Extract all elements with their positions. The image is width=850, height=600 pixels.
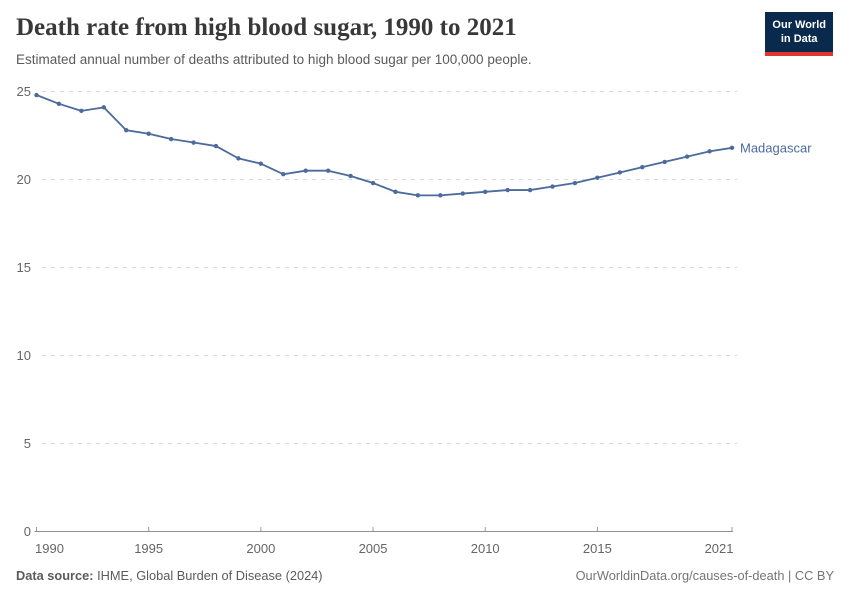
chart-footer: Data source: IHME, Global Burden of Dise… (16, 568, 834, 583)
data-point[interactable] (79, 108, 84, 114)
data-point[interactable] (595, 175, 600, 180)
data-point[interactable] (483, 189, 488, 195)
y-tick-label: 25 (17, 84, 31, 99)
chart-line[interactable] (36, 94, 733, 197)
data-point[interactable] (640, 164, 645, 170)
data-point[interactable] (684, 154, 690, 159)
data-point[interactable] (213, 143, 219, 149)
data-point[interactable] (707, 149, 712, 154)
data-point[interactable] (258, 161, 264, 166)
x-tick-label: 1995 (134, 541, 163, 556)
x-tick-label: 2005 (359, 541, 388, 556)
chart-subtitle: Estimated annual number of deaths attrib… (16, 52, 532, 67)
x-tick-label: 1990 (35, 541, 64, 556)
data-point[interactable] (168, 136, 174, 142)
attribution-link[interactable]: OurWorldinData.org/causes-of-death | CC … (575, 568, 834, 583)
y-tick-label: 20 (17, 172, 31, 187)
data-point[interactable] (527, 187, 533, 193)
y-tick-label: 15 (17, 260, 31, 275)
data-point[interactable] (393, 189, 398, 195)
line-chart[interactable]: 0 5 10 15 20 25 1990 1995 2000 2005 2010 2015 2021 Ma… (0, 80, 850, 560)
owid-logo: Our World in Data (765, 12, 833, 56)
data-point[interactable] (56, 101, 62, 107)
data-point[interactable] (550, 184, 555, 189)
data-point[interactable] (415, 193, 421, 198)
data-point[interactable] (348, 173, 353, 179)
data-point[interactable] (191, 140, 196, 145)
data-point[interactable] (146, 131, 151, 136)
data-point[interactable] (572, 180, 578, 186)
page-title: Death rate from high blood sugar, 1990 t… (16, 14, 517, 41)
data-point[interactable] (34, 92, 39, 98)
x-tick-label: 2000 (246, 541, 275, 556)
x-tick-label: 2021 (705, 541, 734, 556)
data-source-label: Data source: (16, 568, 94, 583)
data-point[interactable] (303, 168, 308, 173)
data-point[interactable] (101, 105, 107, 110)
data-point[interactable] (236, 156, 241, 161)
data-source: Data source: IHME, Global Burden of Dise… (16, 568, 323, 583)
data-point[interactable] (662, 159, 667, 165)
data-point[interactable] (460, 191, 465, 196)
owid-logo-line2: in Data (780, 33, 818, 46)
data-source-value: IHME, Global Burden of Disease (2024) (93, 568, 323, 583)
x-tick-label: 2015 (583, 541, 612, 556)
data-point[interactable] (370, 180, 376, 186)
y-tick-label: 10 (17, 348, 31, 363)
entity-label: Madagascar (740, 140, 812, 155)
data-point[interactable] (438, 193, 443, 198)
x-tick-label: 2010 (471, 541, 500, 556)
owid-logo-line1: Our World (772, 19, 826, 31)
data-point[interactable] (325, 168, 331, 173)
data-point[interactable] (617, 170, 623, 175)
data-point[interactable] (729, 145, 735, 151)
data-point[interactable] (281, 172, 286, 177)
data-point[interactable] (124, 128, 129, 133)
y-tick-label: 5 (24, 436, 31, 451)
data-point[interactable] (505, 187, 510, 193)
y-tick-label: 0 (24, 524, 31, 539)
